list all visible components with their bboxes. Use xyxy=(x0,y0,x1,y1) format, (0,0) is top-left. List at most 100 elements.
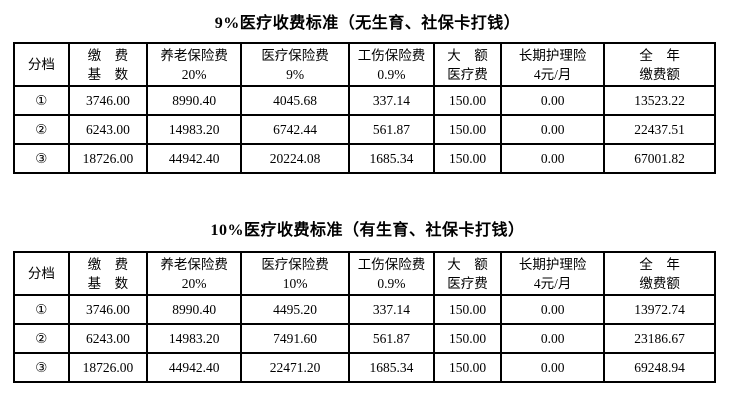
column-header-line: 分档 xyxy=(27,266,55,281)
table-row: ② 6243.00 14983.20 6742.44 561.87 150.00 0.00 2… xyxy=(13,114,716,145)
value-cell: 561.87 xyxy=(348,114,435,145)
column-header-line: 医疗费 xyxy=(447,275,488,291)
value-cell: 150.00 xyxy=(432,143,503,174)
table-row: ① 3746.00 8990.40 4045.68 337.14 150.00 0.00 13… xyxy=(13,85,716,116)
column-header: 工伤保险费 0.9% xyxy=(348,42,435,87)
header-row: 分档缴 费基 数养老保险费 20% 医疗保险费 10% 工伤保险费 0.9% 大 额医疗费长… xyxy=(13,251,716,296)
column-header-line: 缴费额 xyxy=(639,66,680,82)
fee-table-10pct: 分档缴 费基 数养老保险费 20% 医疗保险费 10% 工伤保险费 0.9% 大 额医疗费长… xyxy=(13,251,716,383)
column-header-line: 医疗保险费 xyxy=(261,256,329,272)
column-header-line: 分档 xyxy=(27,57,55,72)
value-cell: 13972.74 xyxy=(603,294,716,325)
column-header: 养老保险费 20% xyxy=(146,42,243,87)
column-header: 分档 xyxy=(13,42,70,87)
value-cell: 0.00 xyxy=(500,352,606,383)
tier-cell: ① xyxy=(13,294,70,325)
column-header: 医疗保险费 9% xyxy=(240,42,351,87)
value-cell: 3746.00 xyxy=(67,85,149,116)
column-header-line: 0.9% xyxy=(377,66,406,82)
value-cell: 337.14 xyxy=(348,85,435,116)
value-cell: 20224.08 xyxy=(240,143,351,174)
column-header-line: 4元/月 xyxy=(533,275,572,291)
column-header-line: 0.9% xyxy=(377,275,406,291)
column-header: 大 额医疗费 xyxy=(432,251,503,296)
table-title-9pct: 9%医疗收费标准（无生育、社保卡打钱） xyxy=(214,15,521,32)
column-header-line: 工伤保险费 xyxy=(357,47,426,63)
column-header: 全 年缴费额 xyxy=(603,251,716,296)
value-cell: 44942.40 xyxy=(146,143,243,174)
value-cell: 67001.82 xyxy=(603,143,716,174)
value-cell: 18726.00 xyxy=(67,352,149,383)
value-cell: 8990.40 xyxy=(146,85,243,116)
value-cell: 14983.20 xyxy=(146,323,243,354)
column-header-line: 工伤保险费 xyxy=(357,256,426,272)
value-cell: 23186.67 xyxy=(603,323,716,354)
tier-cell: ② xyxy=(13,323,70,354)
table-title-10pct: 10%医疗收费标准（有生育、社保卡打钱） xyxy=(210,222,525,239)
column-header-line: 全 年 xyxy=(639,47,680,63)
value-cell: 6243.00 xyxy=(67,114,149,145)
column-header: 医疗保险费 10% xyxy=(240,251,351,296)
column-header-line: 20% xyxy=(181,275,207,291)
column-header: 工伤保险费 0.9% xyxy=(348,251,435,296)
value-cell: 0.00 xyxy=(500,294,606,325)
column-header-line: 全 年 xyxy=(639,256,680,272)
column-header-line: 养老保险费 xyxy=(160,47,228,63)
value-cell: 44942.40 xyxy=(146,352,243,383)
value-cell: 150.00 xyxy=(432,352,503,383)
column-header: 分档 xyxy=(13,251,70,296)
column-header: 缴 费基 数 xyxy=(67,42,149,87)
column-header-line: 长期护理险 xyxy=(518,47,587,63)
column-header: 养老保险费 20% xyxy=(146,251,243,296)
value-cell: 8990.40 xyxy=(146,294,243,325)
column-header: 缴 费基 数 xyxy=(67,251,149,296)
value-cell: 14983.20 xyxy=(146,114,243,145)
table-row: ① 3746.00 8990.40 4495.20 337.14 150.00 0.00 13… xyxy=(13,294,716,325)
tier-cell: ③ xyxy=(13,143,70,174)
value-cell: 150.00 xyxy=(432,294,503,325)
value-cell: 0.00 xyxy=(500,114,606,145)
value-cell: 6243.00 xyxy=(67,323,149,354)
tier-cell: ③ xyxy=(13,352,70,383)
column-header-line: 长期护理险 xyxy=(518,256,587,272)
column-header-line: 医疗费 xyxy=(447,66,488,82)
column-header-line: 20% xyxy=(181,66,207,82)
value-cell: 337.14 xyxy=(348,294,435,325)
value-cell: 0.00 xyxy=(500,323,606,354)
column-header: 长期护理险 4元/月 xyxy=(500,42,606,87)
table-row: ② 6243.00 14983.20 7491.60 561.87 150.00 0.00 2… xyxy=(13,323,716,354)
column-header-line: 基 数 xyxy=(87,66,129,82)
value-cell: 13523.22 xyxy=(603,85,716,116)
value-cell: 0.00 xyxy=(500,143,606,174)
column-header-line: 缴 费 xyxy=(87,47,129,63)
column-header-line: 缴费额 xyxy=(639,275,680,291)
value-cell: 0.00 xyxy=(500,85,606,116)
value-cell: 150.00 xyxy=(432,85,503,116)
value-cell: 22437.51 xyxy=(603,114,716,145)
value-cell: 1685.34 xyxy=(348,143,435,174)
column-header: 全 年缴费额 xyxy=(603,42,716,87)
table-row: ③ 18726.00 44942.40 22471.20 1685.34 150.00 0.… xyxy=(13,352,716,383)
column-header-line: 9% xyxy=(286,66,305,82)
value-cell: 4045.68 xyxy=(240,85,351,116)
value-cell: 22471.20 xyxy=(240,352,351,383)
fee-table-9pct: 分档缴 费基 数养老保险费 20% 医疗保险费 9% 工伤保险费 0.9% 大 额医疗费 长期… xyxy=(13,42,716,174)
tier-cell: ① xyxy=(13,85,70,116)
tier-cell: ② xyxy=(13,114,70,145)
column-header-line: 大 额 xyxy=(447,47,488,63)
value-cell: 3746.00 xyxy=(67,294,149,325)
value-cell: 4495.20 xyxy=(240,294,351,325)
column-header: 大 额医疗费 xyxy=(432,42,503,87)
column-header-line: 大 额 xyxy=(447,256,488,272)
column-header-line: 养老保险费 xyxy=(160,256,228,272)
table-row: ③ 18726.00 44942.40 20224.08 1685.34 150.00 0.… xyxy=(13,143,716,174)
value-cell: 7491.60 xyxy=(240,323,351,354)
column-header-line: 4元/月 xyxy=(533,66,572,82)
value-cell: 6742.44 xyxy=(240,114,351,145)
value-cell: 18726.00 xyxy=(67,143,149,174)
value-cell: 69248.94 xyxy=(603,352,716,383)
column-header-line: 基 数 xyxy=(87,275,129,291)
header-row: 分档缴 费基 数养老保险费 20% 医疗保险费 9% 工伤保险费 0.9% 大 额医疗费 长期… xyxy=(13,42,716,87)
value-cell: 150.00 xyxy=(432,323,503,354)
